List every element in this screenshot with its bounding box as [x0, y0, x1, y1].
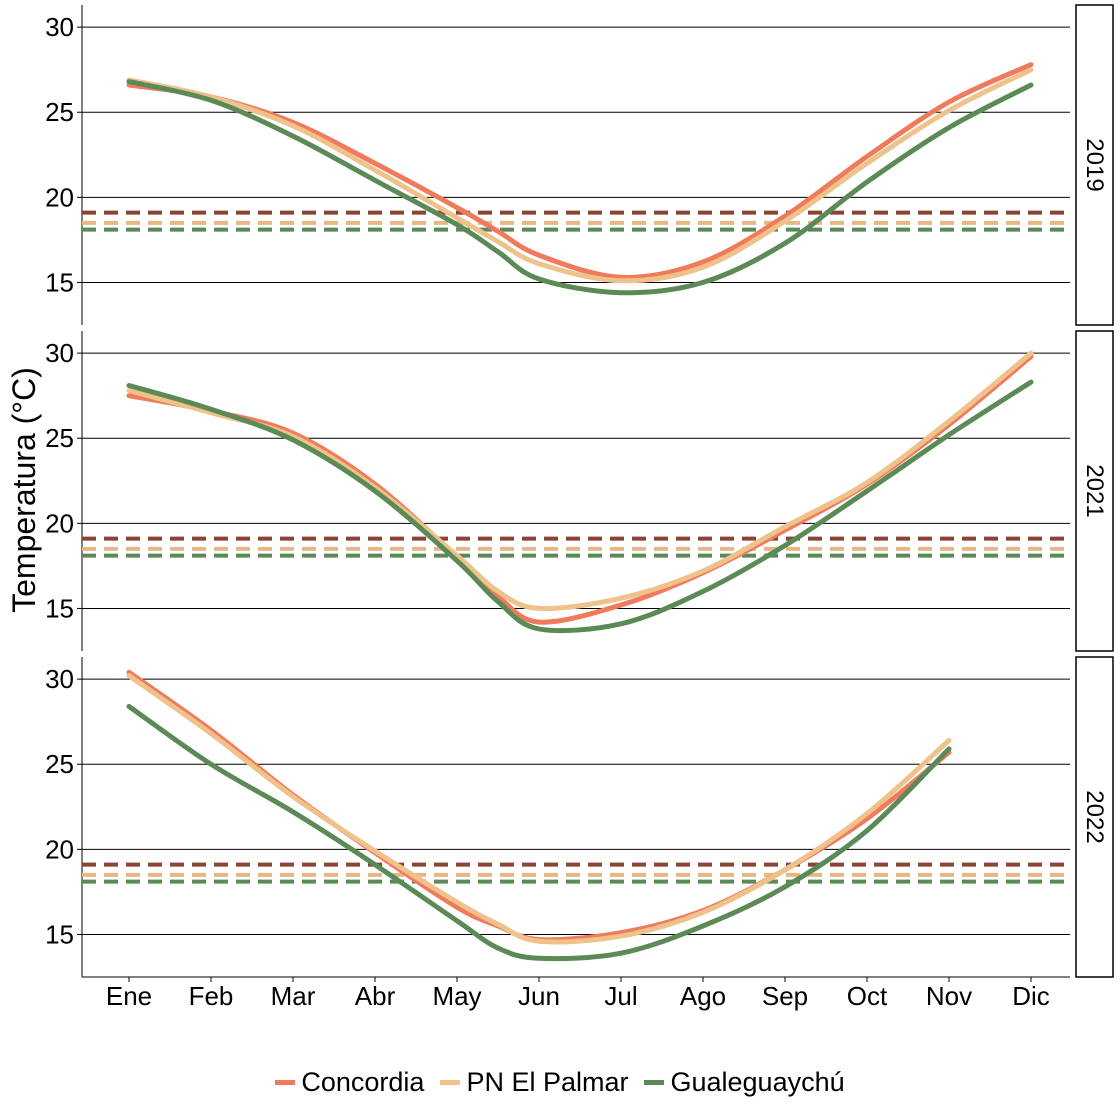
panel-2019-series-line-concordia: [126, 62, 1034, 280]
panel-2022-series-line-concordia: [126, 669, 952, 943]
legend-item-gualeguaychu: Gualeguaychú: [644, 1066, 845, 1098]
legend-label-pn-el-palmar: PN El Palmar: [466, 1066, 629, 1097]
legend: Concordia PN El Palmar Gualeguaychú: [0, 1062, 1120, 1102]
x-tick-label-ago: Ago: [680, 981, 726, 1011]
panel-2021-series-line-concordia: [126, 354, 1034, 625]
x-tick-label-ene: Ene: [106, 981, 152, 1011]
panel-2021-y-tick-label-30: 30: [45, 338, 74, 368]
panel-2022-strip: [1075, 656, 1114, 978]
x-tick-label-jun: Jun: [518, 981, 560, 1011]
x-tick-label-feb: Feb: [189, 981, 234, 1011]
panel-2022-y-tick-label-25: 25: [45, 749, 74, 779]
x-tick-label-mar: Mar: [271, 981, 316, 1011]
x-tick-label-oct: Oct: [847, 981, 888, 1011]
panel-2021-strip-label: 2021: [1081, 464, 1108, 517]
x-tick-label-sep: Sep: [762, 981, 808, 1011]
x-tick-label-dic: Dic: [1012, 981, 1050, 1011]
legend-swatch-pn-el-palmar: [440, 1079, 461, 1085]
legend-swatch-concordia: [275, 1079, 296, 1085]
x-tick-label-jul: Jul: [604, 981, 637, 1011]
legend-label-gualeguaychu: Gualeguaychú: [670, 1066, 845, 1097]
x-tick-label-abr: Abr: [355, 981, 396, 1011]
panel-2019-series-line-gualeguaychu: [126, 79, 1034, 296]
panel-2022-series-line-gualeguaychu: [126, 703, 952, 962]
panel-2021-y-tick-label-20: 20: [45, 508, 74, 538]
panel-2021-y-tick-label-15: 15: [45, 593, 74, 623]
panel-2021-strip: [1075, 330, 1114, 652]
panel-2019-series-line-pn-el-palmar: [126, 67, 1034, 284]
panel-2022-y-tick-label-30: 30: [45, 664, 74, 694]
panel-2019-strip: [1075, 4, 1114, 326]
panel-2019-y-tick-label-30: 30: [45, 12, 74, 42]
y-axis-title: Temperatura (°C): [6, 367, 42, 613]
panel-2022-y-tick-label-20: 20: [45, 834, 74, 864]
panel-2019-y-tick-label-20: 20: [45, 182, 74, 212]
panel-2021-y-tick-label-25: 25: [45, 423, 74, 453]
panel-2019-y-tick-label-15: 15: [45, 267, 74, 297]
panel-2019-strip-label: 2019: [1081, 138, 1108, 191]
panel-2022-strip-label: 2022: [1081, 790, 1108, 843]
panel-2022-series-line-pn-el-palmar: [126, 673, 952, 945]
panel-2022-y-tick-label-15: 15: [45, 919, 74, 949]
faceted-line-chart: 15 20 25 30 2019 15 20 25 30 2021 15 20 25 30 2022 Ene F…: [6, 4, 1114, 1011]
legend-item-concordia: Concordia: [275, 1067, 424, 1098]
legend-item-pn-el-palmar: PN El Palmar: [440, 1067, 628, 1098]
panel-2021-series-line-gualeguaychu: [126, 379, 1034, 634]
legend-swatch-gualeguaychu: [644, 1079, 665, 1085]
x-tick-label-may: May: [432, 981, 481, 1011]
panel-2021-series-line-pn-el-palmar: [126, 350, 1034, 612]
panel-2019-y-tick-label-25: 25: [45, 97, 74, 127]
x-tick-label-nov: Nov: [926, 981, 972, 1011]
legend-label-concordia: Concordia: [301, 1066, 425, 1097]
